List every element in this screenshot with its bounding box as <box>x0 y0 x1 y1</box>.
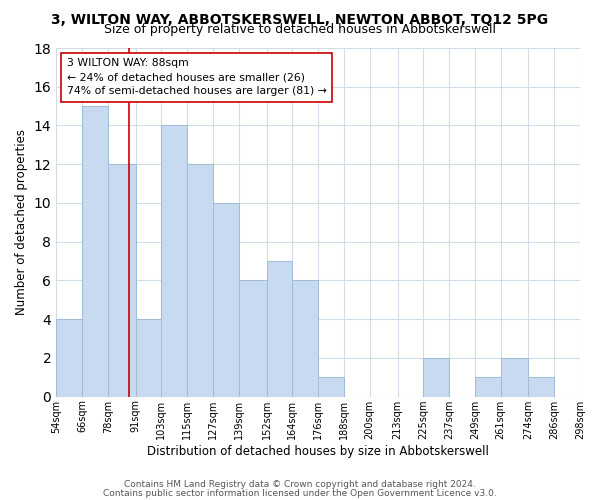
Bar <box>266 261 292 396</box>
Bar <box>500 358 529 397</box>
Bar <box>107 164 136 396</box>
Text: Size of property relative to detached houses in Abbotskerswell: Size of property relative to detached ho… <box>104 22 496 36</box>
Text: 3, WILTON WAY, ABBOTSKERSWELL, NEWTON ABBOT, TQ12 5PG: 3, WILTON WAY, ABBOTSKERSWELL, NEWTON AB… <box>52 12 548 26</box>
Y-axis label: Number of detached properties: Number of detached properties <box>15 130 28 316</box>
Bar <box>161 126 187 396</box>
Bar <box>292 280 318 396</box>
Bar <box>187 164 213 396</box>
Bar <box>239 280 266 396</box>
Bar <box>82 106 107 397</box>
Bar <box>213 203 239 396</box>
X-axis label: Distribution of detached houses by size in Abbotskerswell: Distribution of detached houses by size … <box>147 444 489 458</box>
Bar <box>475 378 500 396</box>
Bar <box>136 319 161 396</box>
Bar <box>56 319 82 396</box>
Bar <box>423 358 449 397</box>
Text: Contains HM Land Registry data © Crown copyright and database right 2024.: Contains HM Land Registry data © Crown c… <box>124 480 476 489</box>
Bar <box>529 378 554 396</box>
Bar <box>318 378 344 396</box>
Text: 3 WILTON WAY: 88sqm
← 24% of detached houses are smaller (26)
74% of semi-detach: 3 WILTON WAY: 88sqm ← 24% of detached ho… <box>67 58 326 96</box>
Text: Contains public sector information licensed under the Open Government Licence v3: Contains public sector information licen… <box>103 488 497 498</box>
